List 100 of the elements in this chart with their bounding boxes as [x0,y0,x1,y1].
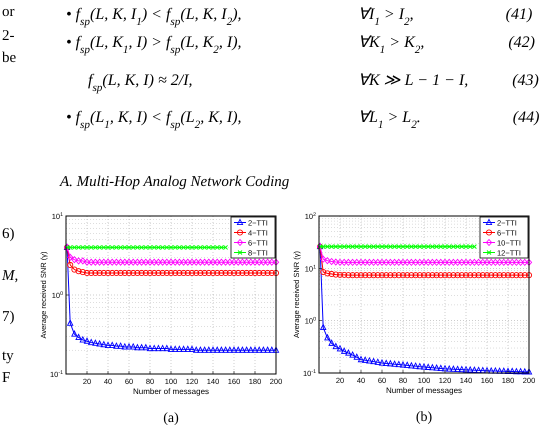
point [184,258,191,266]
point [193,258,200,266]
point [222,258,229,266]
point [328,258,335,265]
point [438,244,444,250]
text: (a) [163,411,180,426]
point [113,258,120,266]
point [126,270,132,276]
point [122,343,128,350]
point [118,342,124,349]
point [142,344,149,350]
point [197,258,204,266]
point [272,346,280,353]
point [146,258,154,266]
point [324,334,330,340]
point [458,258,465,266]
point [71,266,78,273]
point [134,344,140,350]
point [264,270,271,276]
point [366,272,372,278]
point [416,363,423,370]
text: • f$_{sp}$(L, K$_{1}$, I) > f$_{sp}$(L, K$_{2}$, I), [66,34,242,56]
point [496,272,503,278]
point [374,272,381,278]
point [328,340,335,346]
point [408,258,414,266]
point [164,344,170,352]
point [152,244,157,250]
point [185,244,190,250]
point [438,258,444,266]
point [408,272,414,278]
point [248,258,254,266]
point [130,258,136,266]
point [332,272,339,278]
text: 6) [2,226,14,242]
point [328,270,335,278]
point [168,258,174,266]
point [404,272,410,278]
point [96,340,103,347]
point [526,272,532,278]
point [244,258,250,266]
text: or [2,4,14,20]
point [333,244,338,250]
point [88,258,94,266]
point [92,258,98,266]
point [194,244,199,250]
point [197,346,204,353]
point [76,257,82,264]
point [362,272,368,278]
point [412,258,419,266]
point [252,346,258,353]
point [450,258,456,266]
point [244,270,250,276]
point [496,258,503,266]
text: be [2,50,16,66]
point [226,258,233,266]
point [138,344,145,350]
point [67,262,74,268]
point [104,270,112,276]
point [134,270,140,276]
point [458,366,465,372]
point [101,244,106,250]
point [404,362,410,368]
point [438,364,444,372]
point [260,258,266,266]
point [248,270,254,276]
point [197,270,204,276]
point [176,270,182,276]
point [442,365,448,372]
point [392,258,398,266]
point [71,330,78,337]
point [434,364,440,371]
point [476,272,482,278]
point [130,343,136,350]
point [84,258,90,266]
point [122,270,128,276]
point [218,346,224,353]
point [400,272,406,278]
point [155,258,162,266]
point [429,258,436,266]
point [206,270,212,276]
point [420,258,428,266]
point [214,244,220,250]
point [350,352,356,358]
point [450,366,456,372]
point [164,270,170,276]
point [113,270,120,276]
point [76,268,82,274]
text: ∀K$_{1}$ > K$_{2}$, (42) [358,34,535,56]
point [202,346,208,353]
point [226,270,233,276]
point [160,258,166,266]
point [484,367,490,374]
point [354,272,360,278]
point [193,270,200,276]
point [100,341,107,348]
point [172,244,178,250]
point [239,270,246,276]
point [193,346,200,353]
point [467,366,474,373]
